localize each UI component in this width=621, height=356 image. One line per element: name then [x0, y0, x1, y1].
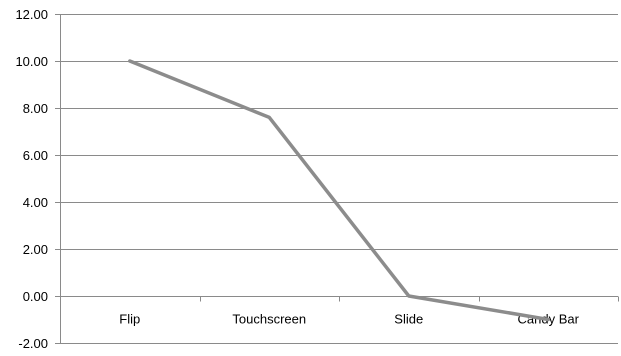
- series-line-0: [128, 59, 551, 322]
- y-tick-label: 0.00: [23, 289, 48, 304]
- y-tick-labels: -2.00 0.00 2.00 4.00 6.00 8.00 10.00 12.00: [15, 7, 48, 351]
- y-tick-label: 12.00: [15, 7, 48, 22]
- y-tick-label: 8.00: [23, 101, 48, 116]
- y-tick-label: 2.00: [23, 242, 48, 257]
- x-tick-label: Flip: [119, 312, 140, 327]
- y-tick-label: 6.00: [23, 148, 48, 163]
- x-tick-label: Touchscreen: [232, 312, 306, 327]
- series: [128, 59, 551, 322]
- x-tick-label: Slide: [394, 312, 423, 327]
- gridlines: [60, 14, 618, 344]
- y-tick-label: -2.00: [18, 336, 48, 351]
- axes: [55, 14, 619, 344]
- y-tick-label: 10.00: [15, 54, 48, 69]
- y-tick-label: 4.00: [23, 195, 48, 210]
